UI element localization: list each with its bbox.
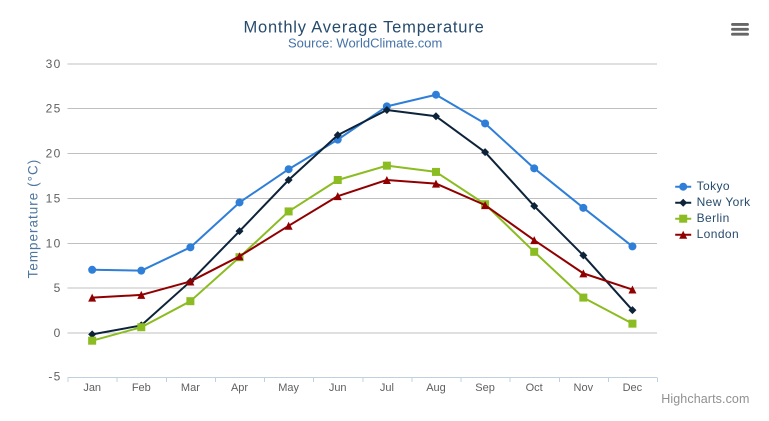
svg-text:London: London [697, 227, 739, 241]
svg-text:New York: New York [697, 195, 751, 209]
svg-text:20: 20 [46, 147, 62, 161]
svg-text:Nov: Nov [574, 382, 594, 394]
svg-text:30: 30 [46, 57, 62, 71]
svg-text:May: May [278, 382, 299, 394]
svg-text:Dec: Dec [623, 382, 643, 394]
svg-text:10: 10 [46, 236, 62, 250]
svg-text:Source: WorldClimate.com: Source: WorldClimate.com [288, 36, 442, 51]
svg-text:Temperature (°C): Temperature (°C) [26, 159, 41, 279]
svg-text:Tokyo: Tokyo [697, 179, 730, 193]
svg-text:15: 15 [46, 192, 62, 206]
svg-text:Jul: Jul [380, 382, 394, 394]
svg-text:Jan: Jan [83, 382, 101, 394]
svg-text:Jun: Jun [329, 382, 347, 394]
svg-text:25: 25 [46, 102, 62, 116]
svg-text:0: 0 [54, 326, 62, 340]
svg-text:-5: -5 [48, 370, 61, 384]
svg-text:Aug: Aug [426, 382, 446, 394]
svg-text:Oct: Oct [526, 382, 543, 394]
svg-text:Feb: Feb [132, 382, 151, 394]
svg-text:Mar: Mar [181, 382, 200, 394]
svg-text:5: 5 [54, 281, 62, 295]
svg-text:Berlin: Berlin [697, 211, 730, 225]
svg-text:Apr: Apr [231, 382, 248, 394]
svg-text:Monthly Average Temperature: Monthly Average Temperature [243, 18, 484, 36]
svg-text:Sep: Sep [475, 382, 495, 394]
svg-text:Highcharts.com: Highcharts.com [661, 392, 749, 406]
